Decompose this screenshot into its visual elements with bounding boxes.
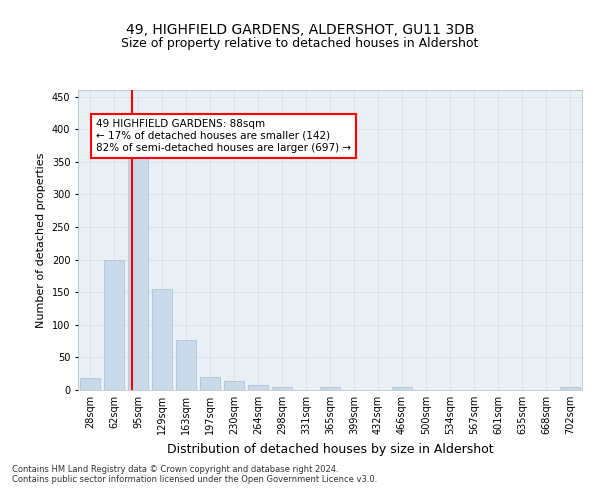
Bar: [200, 377, 220, 390]
Bar: [104, 260, 124, 390]
Text: Size of property relative to detached houses in Aldershot: Size of property relative to detached ho…: [121, 38, 479, 51]
Bar: [176, 340, 196, 390]
Y-axis label: Number of detached properties: Number of detached properties: [36, 152, 46, 328]
Bar: [560, 388, 580, 390]
Bar: [248, 386, 268, 390]
Bar: [224, 381, 244, 390]
Bar: [392, 388, 412, 390]
Bar: [272, 386, 292, 390]
Bar: [80, 378, 100, 390]
Text: 49, HIGHFIELD GARDENS, ALDERSHOT, GU11 3DB: 49, HIGHFIELD GARDENS, ALDERSHOT, GU11 3…: [126, 22, 474, 36]
Bar: [152, 289, 172, 390]
Text: Contains HM Land Registry data © Crown copyright and database right 2024.: Contains HM Land Registry data © Crown c…: [12, 466, 338, 474]
X-axis label: Distribution of detached houses by size in Aldershot: Distribution of detached houses by size …: [167, 442, 493, 456]
Bar: [128, 152, 148, 390]
Bar: [320, 388, 340, 390]
Text: 49 HIGHFIELD GARDENS: 88sqm
← 17% of detached houses are smaller (142)
82% of se: 49 HIGHFIELD GARDENS: 88sqm ← 17% of det…: [96, 120, 351, 152]
Text: Contains public sector information licensed under the Open Government Licence v3: Contains public sector information licen…: [12, 476, 377, 484]
